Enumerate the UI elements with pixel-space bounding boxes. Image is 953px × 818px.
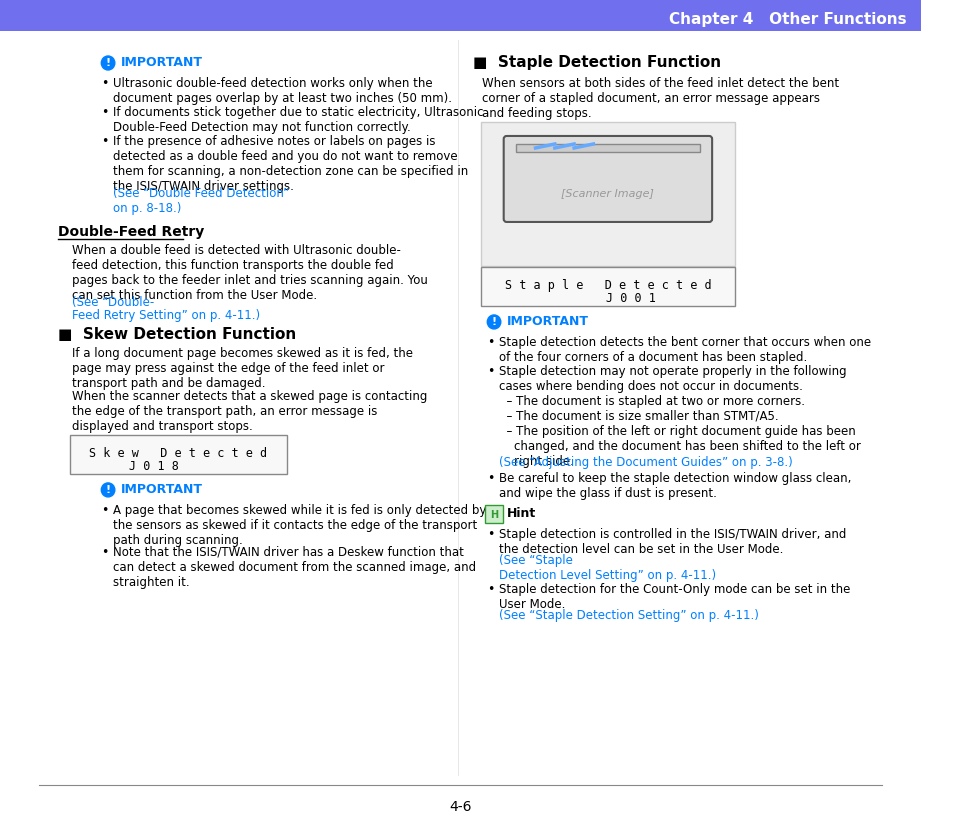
FancyBboxPatch shape bbox=[516, 144, 699, 152]
Circle shape bbox=[101, 56, 114, 70]
Text: S k e w   D e t e c t e d: S k e w D e t e c t e d bbox=[90, 447, 267, 460]
Text: IMPORTANT: IMPORTANT bbox=[120, 56, 202, 70]
Text: If a long document page becomes skewed as it is fed, the
page may press against : If a long document page becomes skewed a… bbox=[72, 347, 413, 390]
Text: If the presence of adhesive notes or labels on pages is
detected as a double fee: If the presence of adhesive notes or lab… bbox=[112, 135, 468, 193]
FancyBboxPatch shape bbox=[480, 267, 735, 306]
Text: Feed Retry Setting” on p. 4-11.): Feed Retry Setting” on p. 4-11.) bbox=[72, 309, 260, 322]
Text: H: H bbox=[490, 510, 497, 520]
Text: (See “Double-: (See “Double- bbox=[72, 296, 154, 309]
Text: (See “Staple
Detection Level Setting” on p. 4-11.): (See “Staple Detection Level Setting” on… bbox=[498, 554, 716, 582]
Text: When sensors at both sides of the feed inlet detect the bent
corner of a stapled: When sensors at both sides of the feed i… bbox=[482, 77, 839, 120]
Text: Staple detection for the Count-Only mode can be set in the
User Mode.: Staple detection for the Count-Only mode… bbox=[498, 583, 849, 611]
Text: Note that the ISIS/TWAIN driver has a Deskew function that
can detect a skewed d: Note that the ISIS/TWAIN driver has a De… bbox=[112, 546, 476, 589]
Text: Ultrasonic double-feed detection works only when the
document pages overlap by a: Ultrasonic double-feed detection works o… bbox=[112, 77, 452, 105]
Text: Chapter 4   Other Functions: Chapter 4 Other Functions bbox=[669, 11, 906, 27]
Text: •: • bbox=[487, 583, 495, 596]
Text: •: • bbox=[101, 77, 109, 90]
Text: !: ! bbox=[106, 59, 111, 69]
FancyBboxPatch shape bbox=[0, 0, 920, 31]
FancyBboxPatch shape bbox=[503, 136, 711, 222]
FancyBboxPatch shape bbox=[71, 435, 286, 474]
Text: •: • bbox=[101, 546, 109, 559]
Text: When the scanner detects that a skewed page is contacting
the edge of the transp: When the scanner detects that a skewed p… bbox=[72, 390, 427, 433]
Text: Double-Feed Retry: Double-Feed Retry bbox=[58, 225, 204, 239]
Text: !: ! bbox=[491, 317, 497, 327]
Text: 4-6: 4-6 bbox=[449, 800, 471, 814]
Text: ■  Staple Detection Function: ■ Staple Detection Function bbox=[473, 55, 720, 70]
Text: •: • bbox=[487, 365, 495, 378]
Text: IMPORTANT: IMPORTANT bbox=[120, 483, 202, 497]
Text: •: • bbox=[487, 336, 495, 349]
Text: A page that becomes skewed while it is fed is only detected by
the sensors as sk: A page that becomes skewed while it is f… bbox=[112, 504, 486, 547]
Circle shape bbox=[487, 315, 500, 329]
Text: ■  Skew Detection Function: ■ Skew Detection Function bbox=[58, 327, 295, 342]
Text: •: • bbox=[101, 504, 109, 517]
FancyBboxPatch shape bbox=[485, 505, 502, 523]
Text: •: • bbox=[487, 472, 495, 485]
Text: IMPORTANT: IMPORTANT bbox=[506, 316, 588, 329]
Text: S t a p l e   D e t e c t e d: S t a p l e D e t e c t e d bbox=[504, 279, 711, 292]
Text: Be careful to keep the staple detection window glass clean,
and wipe the glass i: Be careful to keep the staple detection … bbox=[498, 472, 850, 500]
Text: !: ! bbox=[106, 485, 111, 496]
Text: Staple detection is controlled in the ISIS/TWAIN driver, and
the detection level: Staple detection is controlled in the IS… bbox=[498, 528, 845, 556]
Text: When a double feed is detected with Ultrasonic double-
feed detection, this func: When a double feed is detected with Ultr… bbox=[72, 244, 428, 302]
Text: Staple detection may not operate properly in the following
cases where bending d: Staple detection may not operate properl… bbox=[498, 365, 860, 468]
Text: •: • bbox=[487, 528, 495, 541]
Text: (See “Staple Detection Setting” on p. 4-11.): (See “Staple Detection Setting” on p. 4-… bbox=[498, 609, 758, 622]
Text: J 0 0 1: J 0 0 1 bbox=[606, 292, 656, 305]
Text: Staple detection detects the bent corner that occurs when one
of the four corner: Staple detection detects the bent corner… bbox=[498, 336, 870, 364]
Text: If documents stick together due to static electricity, Ultrasonic
Double-Feed De: If documents stick together due to stati… bbox=[112, 106, 483, 134]
FancyBboxPatch shape bbox=[480, 122, 735, 266]
Text: •: • bbox=[101, 135, 109, 148]
Text: [Scanner Image]: [Scanner Image] bbox=[561, 189, 654, 199]
Text: Hint: Hint bbox=[506, 507, 536, 520]
Text: (See “Double Feed Detection”
on p. 8-18.): (See “Double Feed Detection” on p. 8-18.… bbox=[112, 187, 289, 215]
Text: J 0 1 8: J 0 1 8 bbox=[129, 460, 178, 473]
Text: (See “Adjusting the Document Guides” on p. 3-8.): (See “Adjusting the Document Guides” on … bbox=[498, 456, 792, 469]
Text: •: • bbox=[101, 106, 109, 119]
Circle shape bbox=[101, 483, 114, 497]
